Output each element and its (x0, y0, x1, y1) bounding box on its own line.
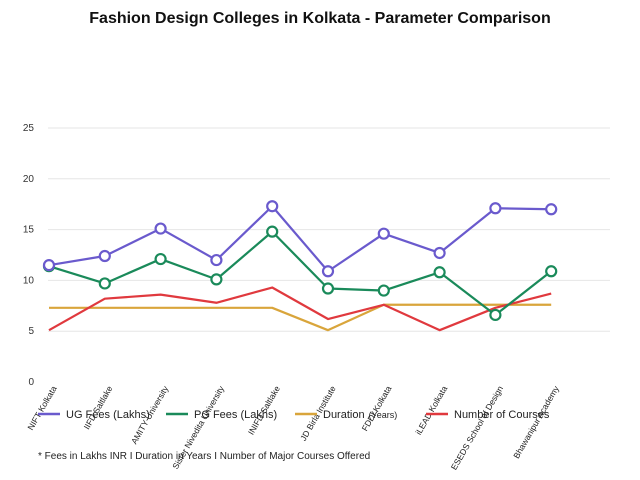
series-lines (42, 200, 558, 332)
data-point-pg-fees-lakhs (154, 252, 167, 266)
series-line-pg-fees-lakhs (48, 230, 552, 317)
series-ug-fees-lakhs (42, 200, 558, 278)
y-tick-label: 0 (28, 377, 34, 388)
legend-item: PG Fees (Lakhs) (166, 409, 277, 421)
grid-lines (48, 127, 610, 332)
series-pg-fees-lakhs (42, 225, 558, 322)
data-point-ug-fees-lakhs (377, 227, 390, 240)
y-tick-label: 5 (28, 326, 34, 337)
data-point-ug-fees-lakhs (545, 203, 558, 216)
x-tick-label: FDDI Kolkata (360, 384, 394, 433)
x-tick-label: iLEAD Kolkata (413, 384, 449, 437)
chart-footnote: * Fees in Lakhs INR I Duration in Years … (38, 451, 371, 462)
data-point-ug-fees-lakhs (489, 202, 502, 215)
x-tick-label: IIFD Saltlake (82, 384, 115, 431)
data-point-ug-fees-lakhs (266, 200, 279, 213)
x-tick-label: NIFT Kolkata (25, 384, 59, 432)
data-point-ug-fees-lakhs (210, 253, 223, 267)
legend-label: Number of Courses (454, 409, 550, 421)
series-duration (49, 303, 552, 332)
data-point-pg-fees-lakhs (98, 277, 111, 290)
data-point-pg-fees-lakhs (321, 282, 335, 295)
data-point-pg-fees-lakhs (433, 266, 446, 279)
legend-item: Number of Courses (426, 409, 550, 421)
data-point-ug-fees-lakhs (321, 265, 335, 278)
x-tick-label: Bhawanipur Academy (511, 383, 561, 460)
data-point-pg-fees-lakhs (489, 308, 502, 322)
legend-label: PG Fees (Lakhs) (194, 409, 277, 421)
legend-item: Duration (Years) (295, 409, 397, 421)
data-point-ug-fees-lakhs (98, 249, 111, 263)
y-tick-label: 15 (23, 225, 35, 236)
data-point-ug-fees-lakhs (42, 259, 56, 272)
chart-title: Fashion Design Colleges in Kolkata - Par… (89, 10, 551, 27)
x-tick-label: ESEDS School of Design (449, 384, 506, 472)
legend-item: UG Fees (Lakhs) (38, 409, 150, 421)
data-point-pg-fees-lakhs (545, 265, 558, 278)
data-point-ug-fees-lakhs (433, 246, 446, 260)
series-line-number-of-courses (48, 286, 552, 332)
y-axis-ticks: 0 5 10 15 20 25 (23, 123, 35, 388)
data-point-pg-fees-lakhs (377, 284, 390, 297)
data-point-ug-fees-lakhs (154, 222, 167, 235)
y-tick-label: 10 (23, 275, 35, 286)
legend-label: Duration (Years) (323, 409, 397, 421)
series-number-of-courses (48, 286, 552, 332)
y-tick-label: 25 (23, 123, 35, 134)
legend-label: UG Fees (Lakhs) (66, 409, 150, 421)
series-line-duration (49, 303, 552, 332)
data-point-pg-fees-lakhs (210, 273, 223, 286)
series-line-ug-fees-lakhs (48, 205, 552, 273)
legend: UG Fees (Lakhs) PG Fees (Lakhs) Duration (Y… (38, 409, 550, 421)
y-tick-label: 20 (23, 174, 35, 185)
data-point-pg-fees-lakhs (266, 225, 279, 238)
